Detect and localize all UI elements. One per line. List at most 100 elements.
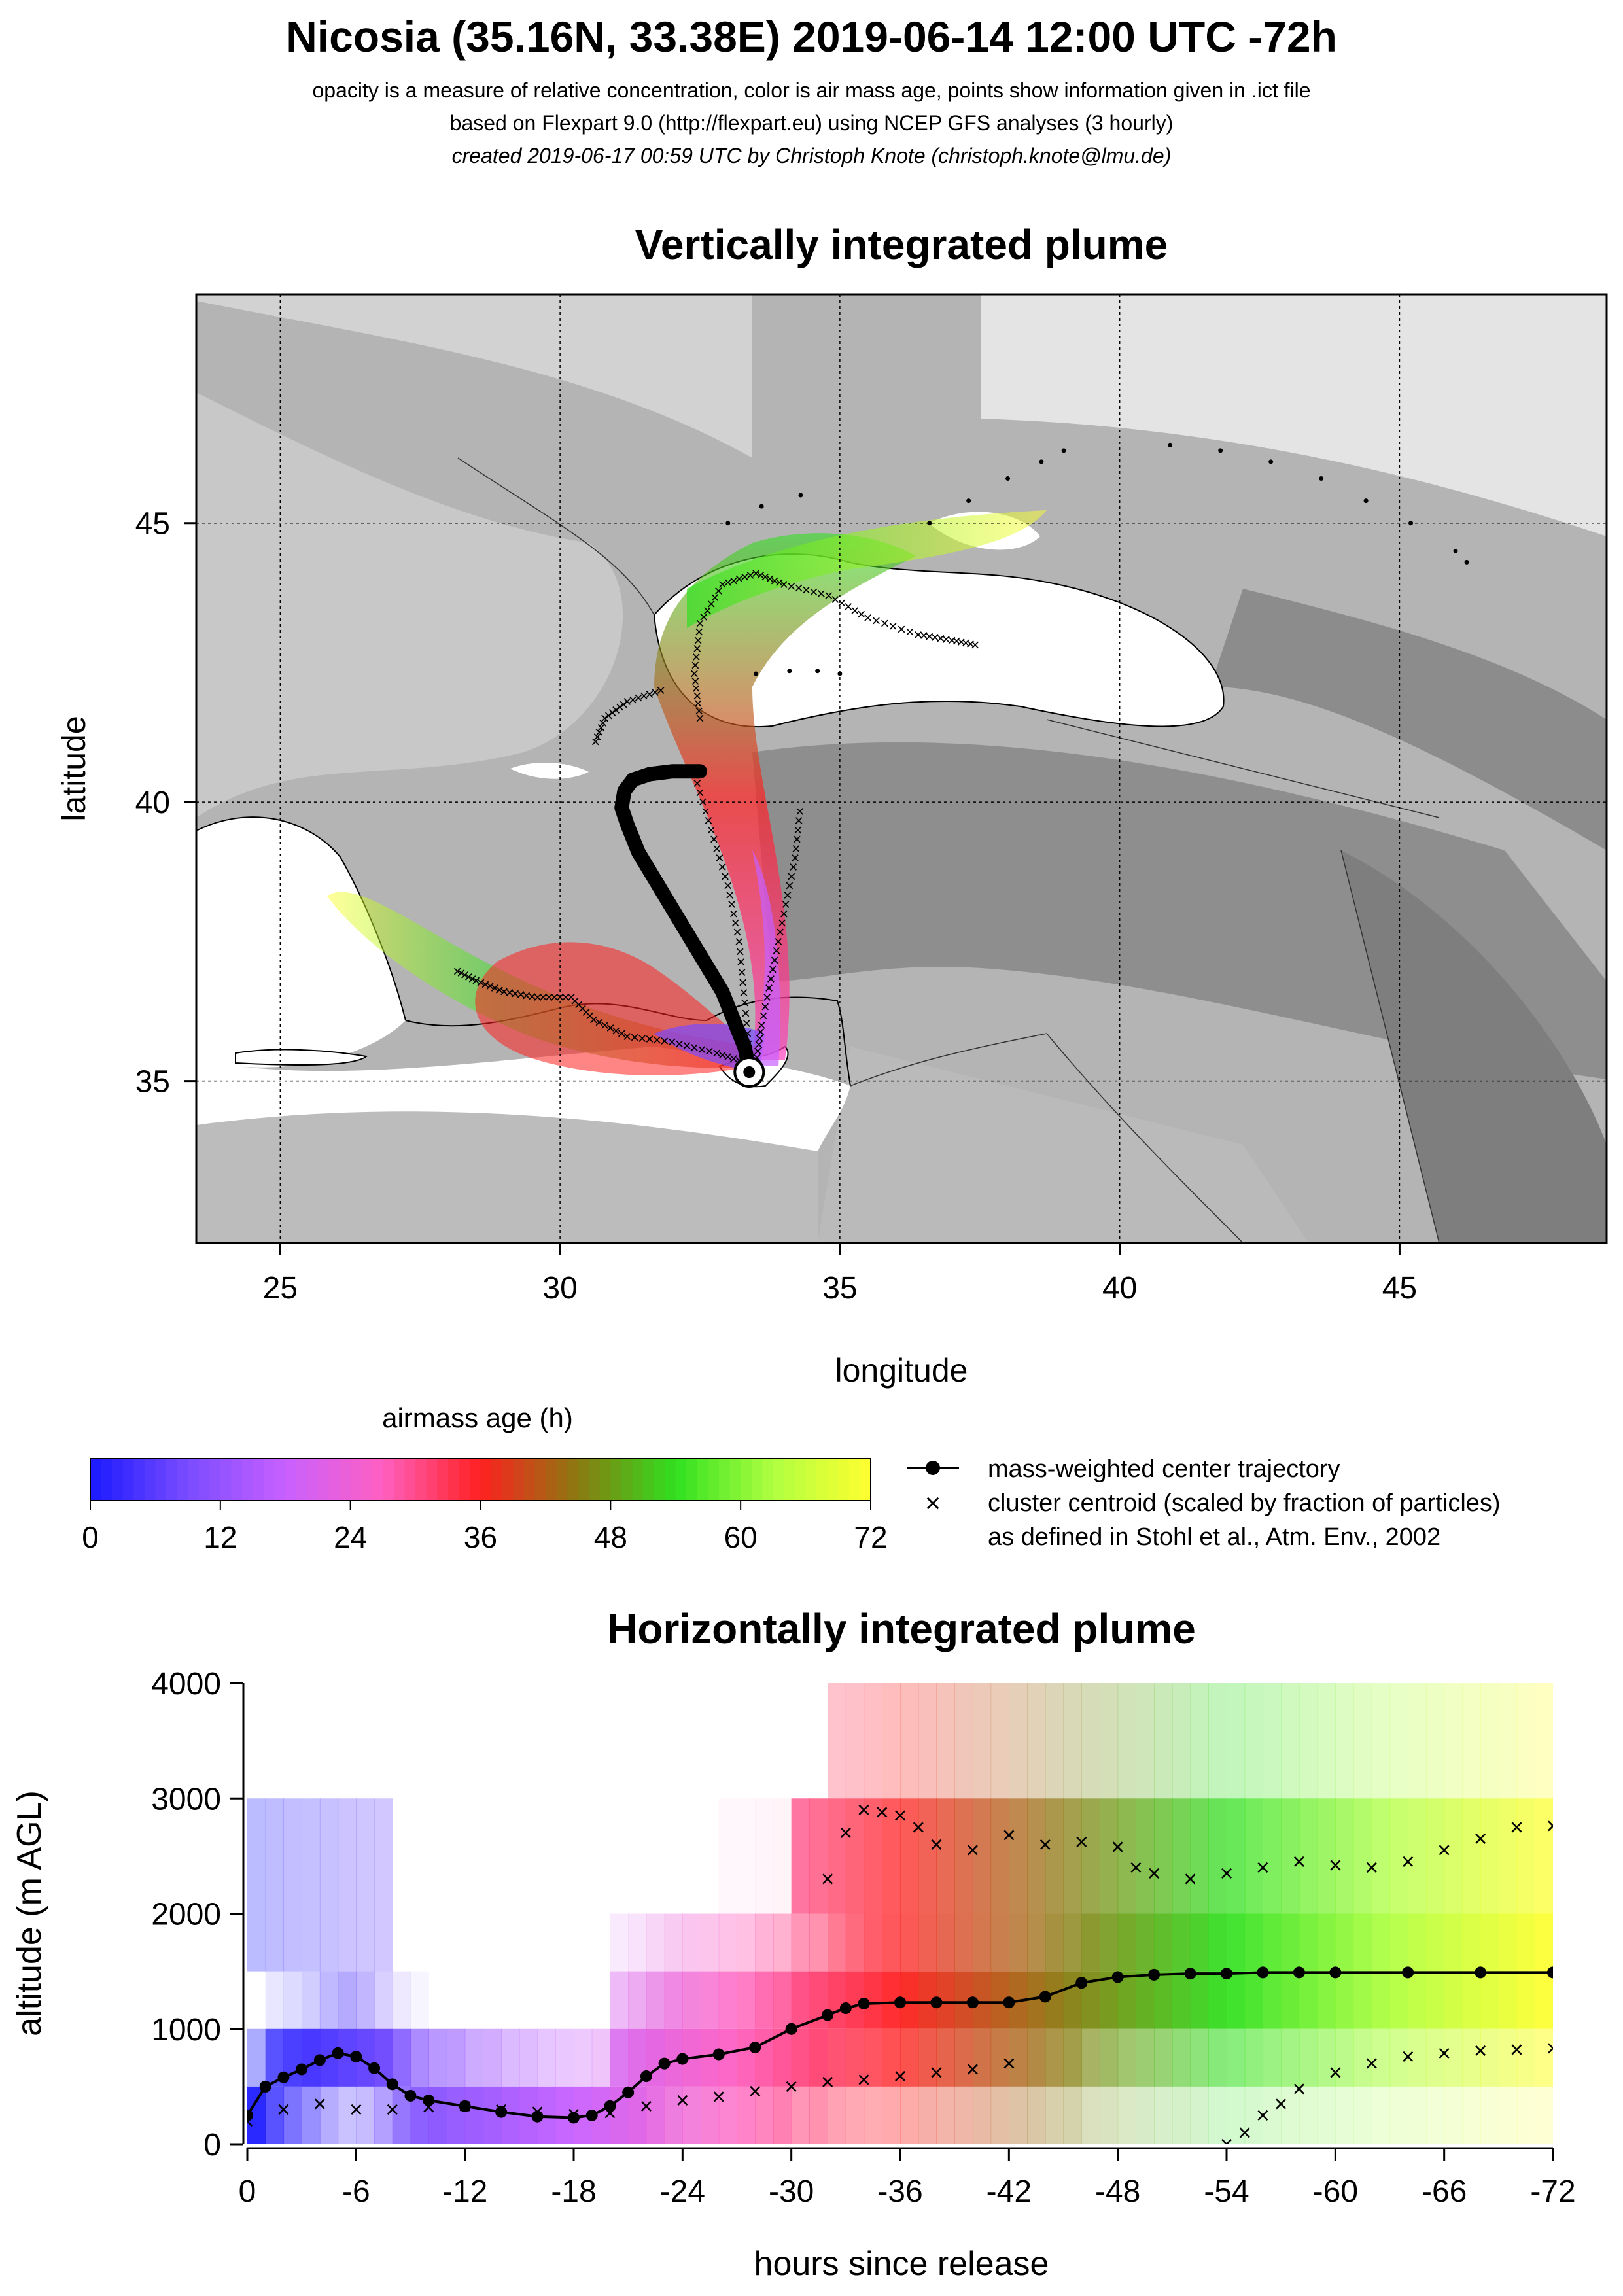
map-track-point xyxy=(787,669,792,674)
map-cluster-centroid: × xyxy=(792,831,801,848)
altitude-concentration-cell xyxy=(1154,1798,1173,1914)
map-cluster-centroid: × xyxy=(550,989,559,1007)
map-cluster-centroid: × xyxy=(715,849,724,867)
map-cluster-centroid: × xyxy=(844,599,853,616)
altitude-concentration-cell xyxy=(1462,1798,1481,1914)
map-cluster-centroid: × xyxy=(461,967,470,984)
colorbar-segment xyxy=(805,1459,817,1501)
altitude-concentration-cell xyxy=(737,2028,756,2087)
altitude-concentration-cell xyxy=(338,1798,357,1914)
legend-dot-symbol xyxy=(926,1461,940,1475)
map-track-point xyxy=(754,671,759,676)
map-cluster-centroid: × xyxy=(752,565,761,582)
altitude-x-tick-label: -36 xyxy=(877,2174,922,2209)
colorbar-segment xyxy=(285,1459,297,1501)
altitude-concentration-cell xyxy=(1317,1683,1336,1799)
map-cluster-centroid: × xyxy=(733,924,742,941)
colorbar-tick-label: 12 xyxy=(203,1520,237,1554)
map-cluster-centroid: × xyxy=(763,989,772,1007)
map-cluster-centroid: × xyxy=(645,686,654,703)
map-cluster-centroid: × xyxy=(724,877,733,895)
altitude-series: × × × × × × × × × × × × × × × × × × × × × ×××× × × ×× ×× × × ×× × × × × ×… xyxy=(247,1796,1553,2144)
altitude-concentration-cell xyxy=(1117,2028,1136,2087)
altitude-cluster-centroid: × xyxy=(1183,1866,1197,1892)
map-cluster-centroid: × xyxy=(905,623,915,641)
altitude-cluster-centroid: × xyxy=(1256,1854,1270,1881)
map-cluster-centroid: × xyxy=(783,886,792,904)
map-cluster-centroid: × xyxy=(914,626,923,644)
altitude-cluster-centroid: × xyxy=(893,2062,907,2089)
map-cluster-centroid: × xyxy=(651,684,660,701)
altitude-concentration-cell xyxy=(1190,1913,1209,1972)
colorbar-segment xyxy=(513,1459,525,1501)
map-cluster-centroid: × xyxy=(574,996,584,1014)
colorbar-segment xyxy=(643,1459,655,1501)
colorbar-segment xyxy=(545,1459,557,1501)
altitude-concentration-cell xyxy=(864,2028,882,2087)
map-cluster-centroid: × xyxy=(704,812,713,830)
altitude-concentration-cell xyxy=(882,1913,901,1972)
map-cluster-centroid: × xyxy=(755,1030,764,1047)
map-cluster-centroid: × xyxy=(781,896,790,914)
altitude-concentration-cell xyxy=(1263,1683,1282,1799)
map-title: Vertically integrated plume xyxy=(635,221,1168,268)
altitude-concentration-cell xyxy=(338,2086,357,2144)
map-track-point xyxy=(1168,442,1173,447)
colorbar-segment xyxy=(361,1459,373,1501)
map-cluster-centroid: × xyxy=(695,615,705,633)
colorbar-segment xyxy=(665,1459,676,1501)
map-cluster-centroid: × xyxy=(857,606,866,623)
altitude-cluster-centroid: × xyxy=(1329,2059,1342,2086)
altitude-cluster-centroid: × xyxy=(531,2098,544,2125)
map-cluster-centroid: × xyxy=(703,602,712,619)
altitude-concentration-cell xyxy=(882,2028,901,2087)
colorbar-segment xyxy=(447,1459,459,1501)
map-cluster-centroid: × xyxy=(619,696,628,714)
altitude-concentration-cell xyxy=(990,1798,1009,1914)
map-cluster-centroid: × xyxy=(753,1043,762,1060)
map-cluster-centroid: × xyxy=(718,576,727,594)
map-cluster-centroid: × xyxy=(831,591,840,608)
altitude-concentration-cell xyxy=(1389,1798,1408,1914)
map-cluster-centroid: × xyxy=(606,1020,615,1037)
terrain-band-russia xyxy=(981,294,1607,536)
altitude-x-tick-label: -24 xyxy=(660,2174,705,2209)
altitude-concentration-cell xyxy=(1263,1913,1282,1972)
altitude-concentration-cell xyxy=(1317,1913,1336,1972)
altitude-concentration-cell xyxy=(1208,2028,1227,2087)
altitude-cluster-centroid: × xyxy=(1002,2050,1016,2077)
map-cluster-centroid: × xyxy=(864,610,873,627)
legend: mass-weighted center trajectory × cluste… xyxy=(907,1455,1501,1551)
altitude-concentration-cell xyxy=(1444,1798,1463,1914)
map-cluster-centroid: × xyxy=(724,574,733,592)
airmass-age-colorbar xyxy=(90,1459,871,1501)
altitude-concentration-cell xyxy=(1408,2086,1427,2144)
altitude-center-trajectory-point xyxy=(1257,1966,1269,1979)
altitude-cluster-centroid: × xyxy=(712,2083,725,2110)
map-cluster-centroid: × xyxy=(768,961,777,979)
altitude-concentration-cell xyxy=(1063,1913,1082,1972)
altitude-concentration-cell xyxy=(1099,1683,1119,1799)
altitude-center-trajectory-point xyxy=(785,2023,797,2035)
release-point-dot xyxy=(743,1066,756,1078)
altitude-concentration-cell xyxy=(1317,2028,1336,2087)
altitude-center-trajectory-point xyxy=(585,2109,598,2121)
altitude-concentration-cell xyxy=(610,1913,629,1972)
altitude-cluster-centroid: × xyxy=(639,2093,653,2119)
altitude-concentration-cell xyxy=(1498,1798,1518,1914)
colorbar-segment xyxy=(567,1459,579,1501)
altitude-concentration-cell xyxy=(1009,1913,1028,1972)
map-cluster-centroid: × xyxy=(675,1035,684,1053)
altitude-concentration-cell xyxy=(845,1683,865,1799)
map-axes: 25 30 35 40 45 35 40 45 xyxy=(135,507,1418,1306)
altitude-concentration-cell xyxy=(1535,1913,1553,1972)
altitude-concentration-cell xyxy=(464,2086,483,2144)
altitude-concentration-cell xyxy=(1299,1913,1318,1972)
altitude-center-trajectory-point xyxy=(1184,1968,1196,1980)
map-track-point xyxy=(1319,476,1324,481)
colorbar-segment xyxy=(708,1459,720,1501)
map-cluster-centroid: × xyxy=(656,682,665,700)
altitude-concentration-cell xyxy=(1317,1798,1336,1914)
altitude-concentration-cell xyxy=(791,1971,810,2029)
altitude-cluster-centroid: × xyxy=(857,2066,871,2093)
